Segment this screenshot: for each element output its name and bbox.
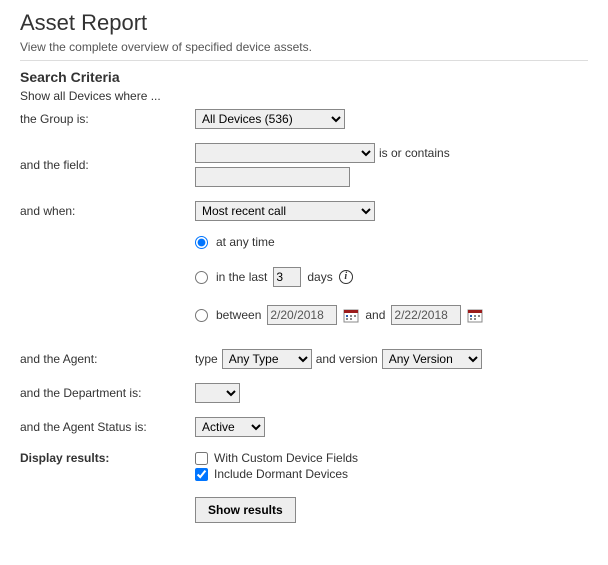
calendar-icon[interactable] xyxy=(343,307,359,323)
date-to-input[interactable] xyxy=(391,305,461,325)
when-radio-last-prefix: in the last xyxy=(216,270,267,284)
page-title: Asset Report xyxy=(20,10,588,36)
agent-type-select[interactable]: Any Type xyxy=(222,349,312,369)
when-radio-between[interactable] xyxy=(195,309,208,322)
field-select[interactable] xyxy=(195,143,375,163)
criteria-intro: Show all Devices where ... xyxy=(20,89,588,103)
when-last-days-input[interactable] xyxy=(273,267,301,287)
group-select[interactable]: All Devices (536) xyxy=(195,109,345,129)
group-label: the Group is: xyxy=(20,112,195,126)
when-radio-last-suffix: days xyxy=(307,270,332,284)
when-radio-anytime[interactable] xyxy=(195,236,208,249)
agent-version-prefix: and version xyxy=(316,352,378,366)
field-label: and the field: xyxy=(20,158,195,172)
agent-type-prefix: type xyxy=(195,352,218,366)
agent-label: and the Agent: xyxy=(20,352,195,366)
when-select[interactable]: Most recent call xyxy=(195,201,375,221)
dormant-checkbox[interactable] xyxy=(195,468,208,481)
page-subtitle: View the complete overview of specified … xyxy=(20,40,588,54)
date-from-input[interactable] xyxy=(267,305,337,325)
agent-version-select[interactable]: Any Version xyxy=(382,349,482,369)
status-label: and the Agent Status is: xyxy=(20,420,195,434)
custom-fields-checkbox[interactable] xyxy=(195,452,208,465)
date-and-text: and xyxy=(365,308,385,322)
divider xyxy=(20,60,588,61)
when-label: and when: xyxy=(20,204,195,218)
dormant-label: Include Dormant Devices xyxy=(214,467,348,481)
calendar-icon[interactable] xyxy=(467,307,483,323)
criteria-heading: Search Criteria xyxy=(20,69,588,85)
when-radio-last[interactable] xyxy=(195,271,208,284)
field-filter-input[interactable] xyxy=(195,167,350,187)
department-label: and the Department is: xyxy=(20,386,195,400)
department-select[interactable] xyxy=(195,383,240,403)
display-results-label: Display results: xyxy=(20,451,195,465)
custom-fields-label: With Custom Device Fields xyxy=(214,451,358,465)
status-select[interactable]: Active xyxy=(195,417,265,437)
show-results-button[interactable]: Show results xyxy=(195,497,296,523)
info-icon[interactable]: i xyxy=(339,270,353,284)
field-op-text: is or contains xyxy=(379,146,450,160)
when-radio-between-prefix: between xyxy=(216,308,261,322)
when-radio-anytime-label: at any time xyxy=(216,235,275,249)
